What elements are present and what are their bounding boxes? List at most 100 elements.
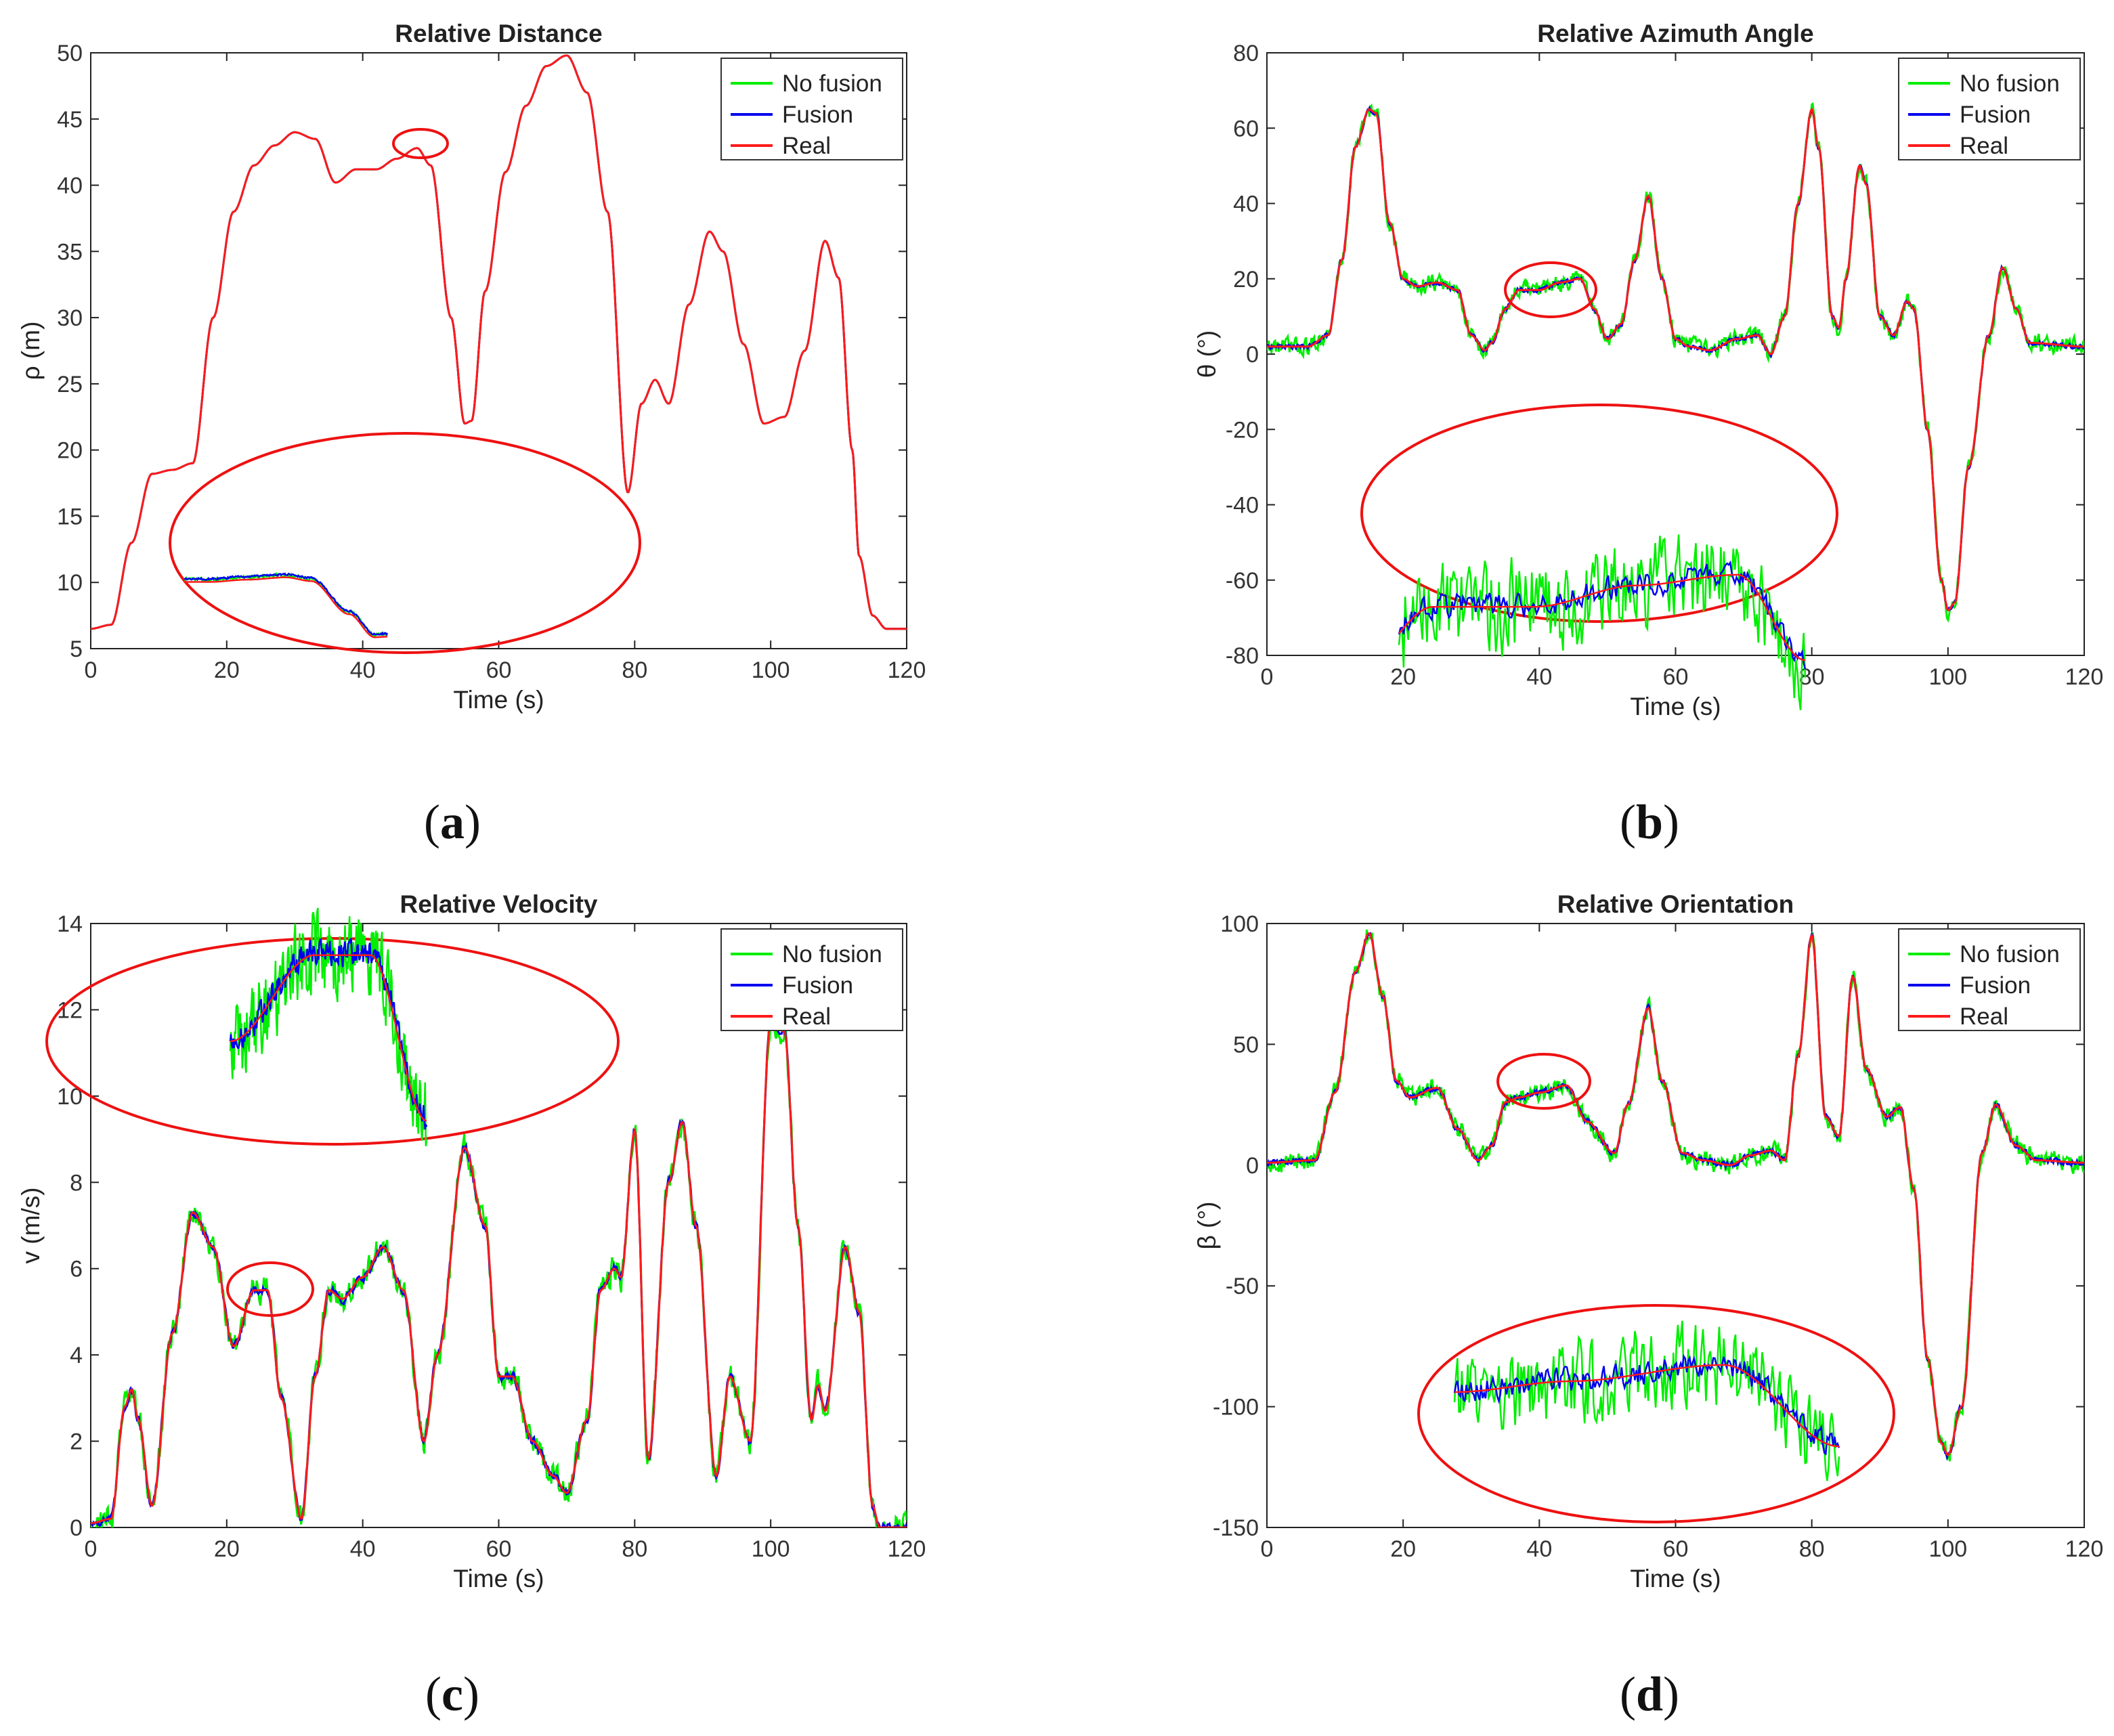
plot-lines	[91, 1018, 907, 1527]
y-tick-label: 40	[1233, 192, 1259, 217]
x-tick-label: 60	[486, 1536, 512, 1562]
zoom-line-real	[184, 576, 388, 638]
x-axis-label: Time (s)	[453, 1565, 544, 1592]
series-line-no-fusion	[1267, 102, 2084, 623]
highlight-ellipse-small	[1504, 261, 1597, 318]
y-tick-label: 2	[70, 1429, 83, 1455]
x-tick-label: 20	[214, 657, 240, 683]
legend: No fusion Fusion Real	[720, 58, 903, 160]
zoom-inset	[1453, 1320, 1840, 1481]
plot-lines	[1267, 102, 2084, 623]
x-tick-label: 100	[1928, 664, 1967, 690]
legend-entry-fusion-label: Fusion	[782, 972, 853, 999]
y-tick-label: -150	[1213, 1515, 1259, 1541]
legend-entry-fusion-label: Fusion	[1960, 972, 2031, 999]
y-tick-label: 14	[57, 911, 83, 937]
zoom-line-no-fusion	[229, 907, 428, 1147]
legend: No fusion Fusion Real	[720, 928, 903, 1031]
series-line-real	[1267, 932, 2084, 1456]
zoom-inset	[184, 571, 389, 638]
x-tick-label: 100	[752, 657, 790, 683]
zoom-inset	[229, 907, 428, 1147]
x-tick-label: 60	[1663, 1536, 1689, 1562]
zoom-line-real	[1398, 573, 1806, 661]
x-tick-label: 60	[1663, 664, 1689, 690]
legend-box	[1898, 928, 2081, 1031]
y-tick-label: -20	[1226, 417, 1259, 443]
x-tick-label: 80	[1799, 664, 1825, 690]
highlight-ellipse-small	[226, 1261, 314, 1317]
x-tick-label: 120	[888, 657, 926, 683]
highlight-ellipse-zoom	[45, 937, 620, 1146]
legend-box	[720, 58, 903, 160]
chart-panel-d: Relative Orientation 0 20 40 60 80 100 120 -150 -…	[1193, 890, 2103, 1721]
series-line-real	[91, 1021, 907, 1527]
legend-entry-no-fusion-label: No fusion	[1960, 70, 2060, 97]
chart-title: Relative Velocity	[400, 890, 597, 918]
legend-entry-real-label: Real	[782, 133, 831, 159]
y-tick-label: 50	[57, 41, 83, 66]
legend: No fusion Fusion Real	[1898, 928, 2081, 1031]
zoom-line-fusion	[1398, 560, 1807, 670]
legend-entry-real-label: Real	[1960, 1003, 2008, 1030]
legend-box	[1898, 58, 2081, 160]
x-tick-label: 80	[622, 1536, 647, 1562]
y-tick-label: 60	[1233, 116, 1259, 142]
y-axis-label: ρ (m)	[17, 322, 45, 381]
x-tick-label: 120	[2065, 1536, 2104, 1562]
x-tick-label: 40	[1526, 1536, 1552, 1562]
x-tick-label: 0	[85, 1536, 98, 1562]
y-tick-label: 80	[1233, 41, 1259, 66]
panel-caption: (c)	[425, 1667, 479, 1721]
zoom-line-real	[1454, 1364, 1840, 1448]
highlight-ellipse-small	[1496, 1053, 1591, 1110]
chart-title: Relative Distance	[395, 20, 602, 47]
x-tick-label: 80	[622, 657, 647, 683]
zoom-line-no-fusion	[1398, 534, 1807, 710]
x-tick-label: 0	[1261, 664, 1274, 690]
zoom-line-fusion	[229, 938, 428, 1130]
y-tick-label: -50	[1226, 1274, 1259, 1299]
zoom-line-real	[230, 954, 427, 1122]
y-tick-label: 35	[57, 239, 83, 265]
legend: No fusion Fusion Real	[1898, 58, 2081, 160]
highlight-ellipse-zoom	[1360, 404, 1838, 623]
y-tick-label: 4	[70, 1343, 83, 1368]
y-tick-label: 40	[57, 173, 83, 199]
x-tick-label: 100	[1928, 1536, 1967, 1562]
y-tick-label: -60	[1226, 568, 1259, 594]
x-tick-label: 40	[1526, 664, 1552, 690]
chart-title: Relative Azimuth Angle	[1537, 20, 1813, 47]
y-tick-label: 25	[57, 372, 83, 397]
x-tick-label: 60	[486, 657, 512, 683]
y-tick-label: 100	[1220, 911, 1259, 937]
x-tick-label: 120	[2065, 664, 2104, 690]
y-tick-label: 20	[57, 438, 83, 464]
legend-entry-no-fusion-label: No fusion	[782, 941, 882, 968]
x-axis-label: Time (s)	[1630, 693, 1721, 720]
series-line-real	[1267, 107, 2084, 612]
x-tick-label: 0	[1261, 1536, 1274, 1562]
panel-caption: (a)	[424, 795, 481, 849]
legend-entry-real-label: Real	[1960, 133, 2008, 159]
x-tick-label: 80	[1799, 1536, 1825, 1562]
chart-title: Relative Orientation	[1557, 890, 1794, 918]
y-tick-label: 20	[1233, 267, 1259, 292]
y-tick-label: 10	[57, 570, 83, 596]
x-tick-label: 40	[350, 657, 376, 683]
series-line-no-fusion	[91, 1018, 907, 1527]
plot-lines	[91, 54, 907, 630]
chart-panel-a: Relative Distance 0 20 40 60 80 100 120 5 10 15 20 2…	[17, 20, 926, 849]
legend-entry-real-label: Real	[782, 1003, 831, 1030]
series-line-real	[91, 54, 907, 630]
y-tick-label: 45	[57, 107, 83, 133]
panel-caption: (d)	[1620, 1667, 1679, 1721]
y-tick-label: -100	[1213, 1395, 1259, 1420]
x-tick-label: 20	[214, 1536, 240, 1562]
highlight-ellipse-zoom	[1417, 1304, 1895, 1523]
legend-box	[720, 928, 903, 1031]
panel-caption: (b)	[1620, 795, 1679, 849]
x-tick-label: 0	[85, 657, 98, 683]
